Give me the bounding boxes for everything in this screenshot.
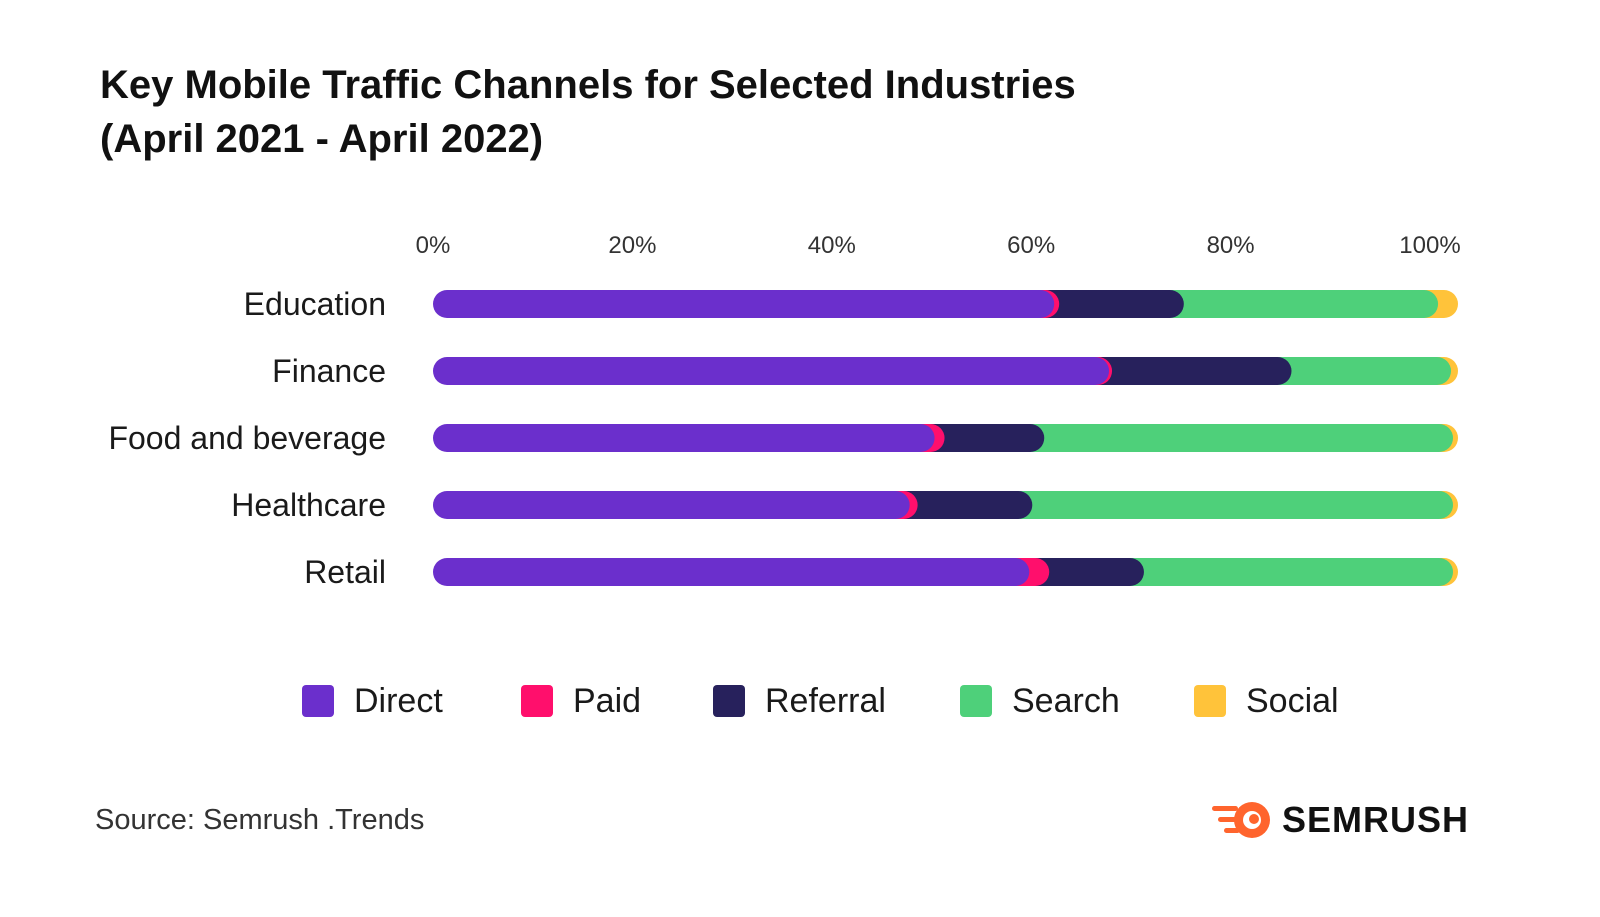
category-label: Food and beverage [108,420,386,456]
bar-segment-referral [889,491,1033,519]
legend-label: Referral [765,681,886,720]
bar-segment-direct [433,558,1030,586]
bar-segment-direct [433,357,1110,385]
chart-legend: Direct Paid Referral Search Social [0,676,1600,726]
legend-item: Referral [713,676,886,726]
legend-item: Paid [521,676,641,726]
bar-segment-direct [433,491,910,519]
legend-label: Direct [354,681,443,720]
chart-title: Key Mobile Traffic Channels for Selected… [100,58,1076,166]
bar-segment-direct [433,290,1055,318]
legend-label: Social [1246,681,1339,720]
bar-segment-referral [1031,290,1184,318]
x-tick-label: 100% [1399,232,1460,259]
bar-segment-search [1004,491,1454,519]
legend-swatch [521,685,553,717]
legend-item: Search [960,676,1120,726]
bar-segment-search [1016,424,1454,452]
brand-logo: SEMRUSH [1212,796,1469,844]
bar-segment-direct [433,424,935,452]
source-note: Source: Semrush .Trends [95,804,425,836]
legend-label: Search [1012,681,1120,720]
category-label: Healthcare [231,487,386,523]
legend-swatch [960,685,992,717]
bar-segment-search [1263,357,1452,385]
category-label: Education [244,286,386,322]
category-label: Retail [304,554,386,590]
category-label: Finance [272,353,386,389]
legend-swatch [302,685,334,717]
x-tick-label: 60% [1007,232,1055,259]
bar-segment-referral [916,424,1045,452]
x-tick-label: 40% [808,232,856,259]
bar-segment-referral [1084,357,1292,385]
legend-label: Paid [573,681,642,720]
semrush-flame-icon [1212,802,1270,838]
x-tick-label: 0% [416,232,451,259]
legend-item: Direct [302,676,443,726]
x-tick-label: 20% [608,232,656,259]
chart-title-line-2: (April 2021 - April 2022) [100,117,544,161]
bar-segment-search [1155,290,1439,318]
legend-swatch [1194,685,1226,717]
x-tick-label: 80% [1207,232,1255,259]
brand-name: SEMRUSH [1282,799,1470,840]
bar-segment-search [1115,558,1454,586]
chart-title-line-1: Key Mobile Traffic Channels for Selected… [100,63,1076,107]
bar-segment-referral [1021,558,1144,586]
legend-swatch [713,685,745,717]
legend-item: Social [1194,676,1339,726]
